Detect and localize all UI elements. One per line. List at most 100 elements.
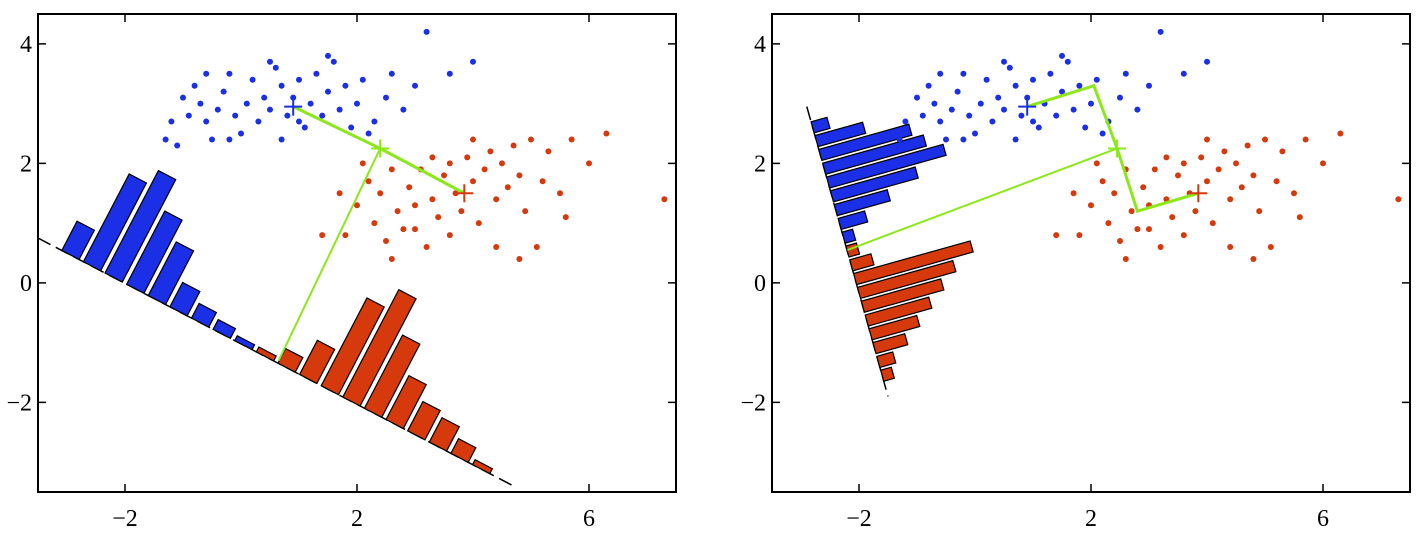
blue-data-point bbox=[388, 70, 395, 77]
red-data-point bbox=[481, 166, 488, 173]
blue-data-point bbox=[359, 76, 366, 83]
blue-data-point bbox=[1053, 112, 1060, 119]
blue-data-point bbox=[1117, 94, 1123, 101]
blue-data-point bbox=[446, 70, 453, 77]
red-data-point bbox=[470, 178, 476, 185]
red-hist-bar bbox=[848, 253, 875, 272]
blue-data-point bbox=[908, 142, 915, 149]
mean-marker bbox=[284, 97, 303, 116]
red-data-point bbox=[1198, 154, 1205, 161]
blue-data-point bbox=[296, 76, 302, 83]
blue-data-point bbox=[354, 100, 360, 107]
red-data-point bbox=[388, 166, 395, 173]
blue-data-point bbox=[954, 88, 961, 95]
x-tick-label: −2 bbox=[846, 506, 872, 532]
red-data-point bbox=[533, 244, 540, 251]
blue-data-point bbox=[1157, 28, 1164, 35]
red-data-point bbox=[435, 214, 442, 221]
blue-data-point bbox=[1070, 106, 1077, 113]
blue-data-point bbox=[365, 130, 372, 137]
blue-data-point bbox=[896, 136, 903, 143]
blue-hist-bar bbox=[837, 210, 869, 231]
blue-data-point bbox=[1146, 82, 1152, 89]
blue-data-point bbox=[902, 118, 909, 125]
blue-data-point bbox=[1088, 100, 1094, 107]
red-data-point bbox=[406, 184, 413, 191]
blue-data-point bbox=[272, 64, 279, 71]
red-data-point bbox=[400, 226, 407, 233]
blue-data-point bbox=[1030, 76, 1036, 83]
blue-data-point bbox=[1012, 82, 1019, 89]
blue-data-point bbox=[238, 130, 244, 137]
blue-data-point bbox=[203, 70, 210, 77]
red-data-point bbox=[1175, 172, 1181, 179]
blue-data-point bbox=[925, 82, 932, 89]
red-data-point bbox=[359, 160, 366, 167]
blue-hist-bar bbox=[814, 121, 867, 148]
blue-data-point bbox=[989, 118, 996, 125]
red-data-point bbox=[661, 196, 668, 203]
red-data-point bbox=[342, 232, 349, 239]
red-data-point bbox=[487, 148, 494, 155]
blue-data-point bbox=[423, 28, 430, 35]
blue-data-point bbox=[1122, 70, 1129, 77]
red-data-point bbox=[371, 220, 378, 227]
blue-data-point bbox=[296, 118, 302, 125]
red-data-point bbox=[1296, 214, 1303, 221]
blue-data-point bbox=[319, 112, 326, 119]
blue-data-point bbox=[197, 100, 204, 107]
red-data-point bbox=[493, 244, 500, 251]
x-tick-label: 6 bbox=[583, 506, 595, 532]
red-data-point bbox=[1099, 178, 1106, 185]
blue-data-point bbox=[1030, 118, 1036, 125]
blue-data-point bbox=[191, 82, 198, 89]
blue-hist-bar bbox=[104, 169, 177, 283]
projection-line bbox=[277, 148, 382, 361]
blue-data-point bbox=[307, 100, 314, 107]
blue-data-point bbox=[1035, 124, 1042, 131]
red-data-point bbox=[516, 172, 523, 179]
blue-data-point bbox=[261, 94, 268, 101]
blue-data-point bbox=[995, 94, 1002, 101]
red-data-point bbox=[1204, 178, 1210, 185]
projection-line bbox=[847, 147, 1118, 251]
red-data-point bbox=[1250, 172, 1257, 179]
blue-hist-bar bbox=[833, 189, 892, 217]
red-data-point bbox=[429, 196, 436, 203]
blue-data-point bbox=[960, 70, 967, 77]
blue-data-point bbox=[174, 142, 181, 149]
blue-data-point bbox=[960, 136, 967, 143]
blue-data-point bbox=[1018, 112, 1025, 119]
red-data-point bbox=[528, 136, 534, 143]
blue-data-point bbox=[249, 76, 256, 83]
red-data-point bbox=[1088, 202, 1094, 209]
red-data-point bbox=[365, 178, 372, 185]
red-data-point bbox=[586, 160, 592, 167]
red-data-point bbox=[1238, 184, 1245, 191]
red-data-point bbox=[1233, 160, 1239, 167]
red-data-point bbox=[1337, 130, 1344, 137]
red-data-point bbox=[568, 136, 575, 143]
blue-data-point bbox=[162, 136, 169, 143]
blue-data-point bbox=[278, 82, 285, 89]
blue-hist-bar bbox=[841, 228, 857, 244]
blue-data-point bbox=[1064, 58, 1071, 65]
y-tick-label: 2 bbox=[754, 151, 766, 177]
red-data-point bbox=[446, 232, 453, 239]
y-tick-label: −2 bbox=[6, 390, 32, 416]
blue-data-point bbox=[203, 118, 210, 125]
blue-data-point bbox=[267, 106, 273, 113]
red-data-point bbox=[562, 214, 569, 221]
blue-data-point bbox=[232, 112, 239, 119]
blue-data-point bbox=[383, 94, 389, 101]
blue-data-point bbox=[284, 112, 291, 119]
blue-data-point bbox=[977, 100, 984, 107]
blue-data-point bbox=[220, 88, 227, 95]
red-data-point bbox=[1279, 148, 1286, 155]
red-data-point bbox=[1221, 148, 1228, 155]
blue-data-point bbox=[1093, 76, 1100, 83]
mean-marker bbox=[371, 139, 390, 158]
blue-data-point bbox=[267, 58, 273, 65]
x-tick-label: 6 bbox=[1317, 506, 1329, 532]
